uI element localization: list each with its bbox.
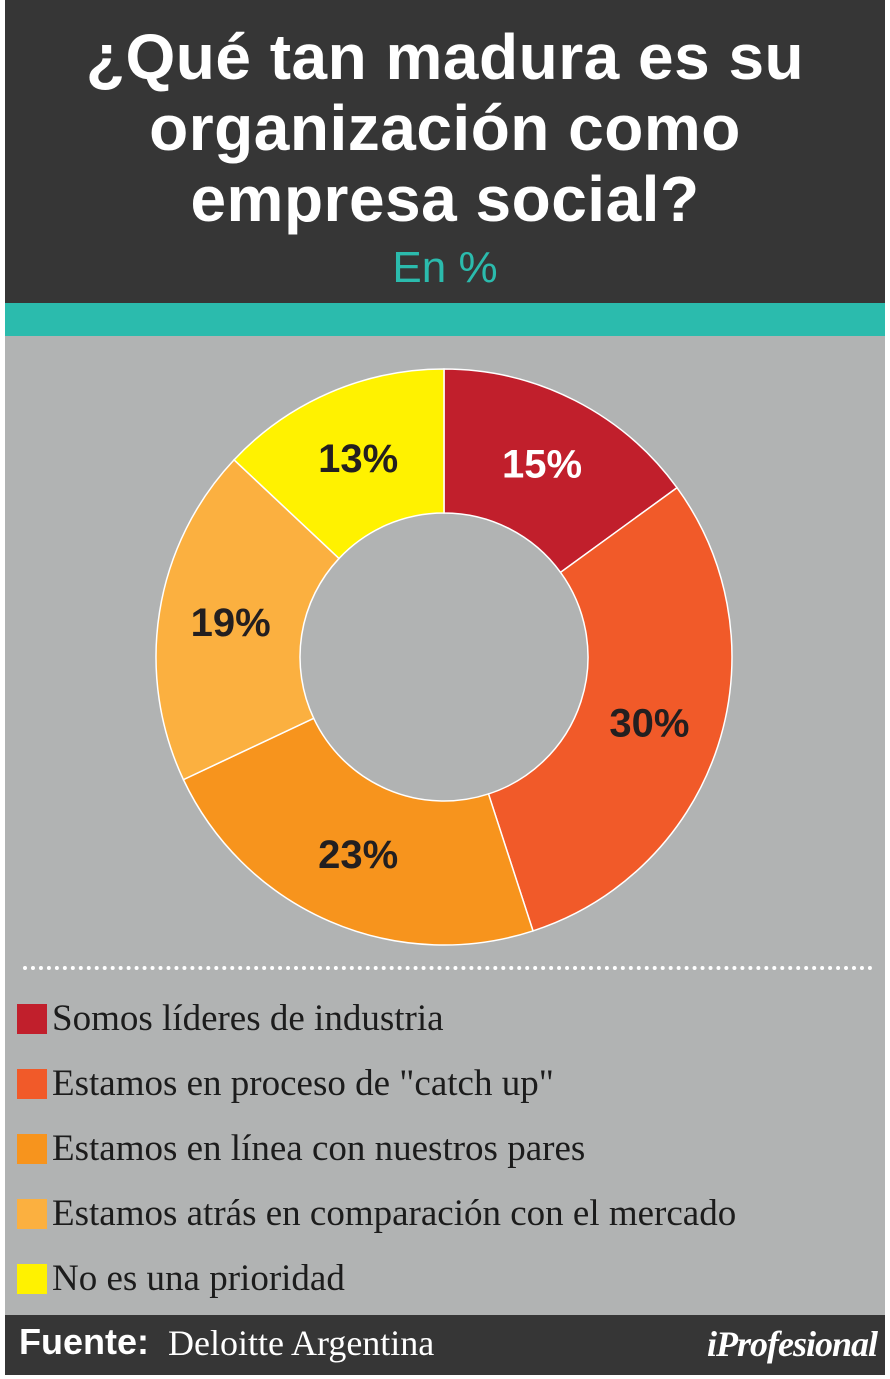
legend-label: Somos líderes de industria [52, 998, 444, 1039]
donut-slice [155, 458, 341, 781]
title-line: empresa social? [190, 163, 700, 235]
donut-chart: 15% 30% 23% 19% 13% [5, 336, 885, 966]
slice-value-label: 23% [318, 833, 398, 877]
donut-slice [232, 368, 445, 560]
dotted-divider [23, 966, 873, 970]
legend-label: Estamos en línea con nuestros pares [52, 1128, 586, 1169]
title-line: ¿Qué tan madura es su [85, 21, 805, 93]
donut-chart-svg: 15% 30% 23% 19% 13% [155, 368, 733, 946]
slice-value-label: 30% [609, 702, 689, 746]
donut-slice [182, 717, 534, 946]
donut-slice [443, 368, 679, 574]
legend: Somos líderes de industria Estamos en pr… [17, 986, 877, 1311]
legend-swatch [17, 1133, 47, 1164]
accent-bar [5, 303, 885, 336]
footer: Fuente: Deloitte Argentina iProfesional [5, 1315, 885, 1375]
legend-label: Estamos en proceso de "catch up" [52, 1063, 554, 1104]
legend-swatch [17, 1263, 47, 1294]
source-label: Fuente: [19, 1321, 149, 1362]
header: ¿Qué tan madura es su organización como … [5, 0, 885, 303]
chart-title: ¿Qué tan madura es su organización como … [5, 22, 885, 235]
source-value: Deloitte Argentina [168, 1323, 435, 1363]
slice-value-label: 13% [318, 437, 398, 481]
legend-swatch [17, 1198, 47, 1229]
slice-value-label: 19% [191, 601, 271, 645]
legend-label: Estamos atrás en comparación con el merc… [52, 1193, 737, 1234]
slice-value-label: 15% [502, 443, 582, 487]
legend-item: Estamos atrás en comparación con el merc… [17, 1181, 877, 1246]
legend-item: Somos líderes de industria [17, 986, 877, 1051]
legend-label: No es una prioridad [52, 1258, 345, 1299]
legend-swatch [17, 1003, 47, 1034]
infographic: ¿Qué tan madura es su organización como … [5, 0, 885, 1375]
brand-logo: iProfesional [706, 1324, 878, 1364]
legend-swatch [17, 1068, 47, 1099]
legend-item: No es una prioridad [17, 1246, 877, 1311]
chart-subtitle: En % [392, 243, 498, 292]
title-line: organización como [149, 92, 741, 164]
donut-slice [487, 486, 733, 932]
legend-item: Estamos en línea con nuestros pares [17, 1116, 877, 1181]
legend-item: Estamos en proceso de "catch up" [17, 1051, 877, 1116]
